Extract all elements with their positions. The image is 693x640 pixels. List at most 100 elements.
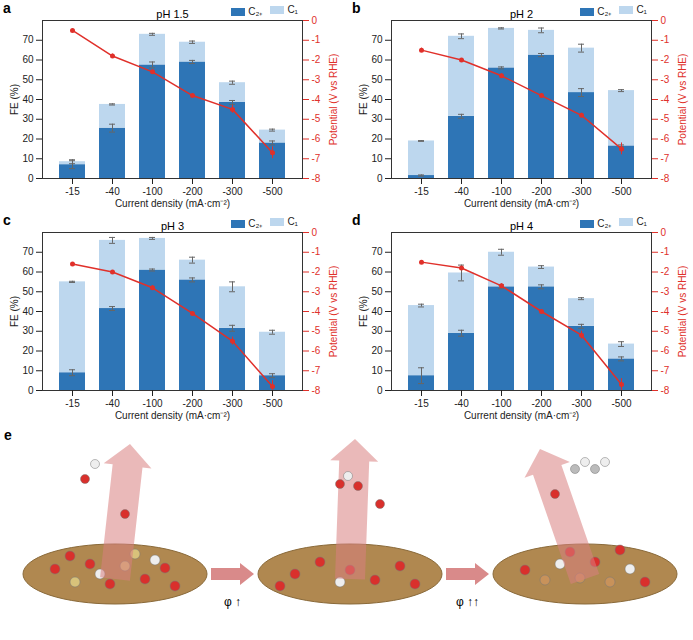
svg-text:-1: -1 (312, 34, 321, 45)
svg-text:0: 0 (377, 173, 383, 184)
svg-text:-6: -6 (312, 133, 321, 144)
svg-text:-200: -200 (182, 398, 202, 409)
svg-text:0: 0 (28, 173, 34, 184)
svg-text:-5: -5 (312, 325, 321, 336)
svg-text:70: 70 (371, 34, 383, 45)
svg-text:FE (%): FE (%) (358, 296, 369, 327)
svg-text:-4: -4 (312, 94, 321, 105)
svg-text:0: 0 (661, 227, 667, 238)
svg-text:pH 4: pH 4 (510, 220, 533, 232)
svg-text:Potential (V vs RHE): Potential (V vs RHE) (677, 266, 688, 358)
svg-text:40: 40 (371, 306, 383, 317)
svg-text:-2: -2 (661, 266, 670, 277)
svg-text:20: 20 (371, 133, 383, 144)
svg-text:30: 30 (22, 325, 34, 336)
svg-text:-1: -1 (661, 246, 670, 257)
svg-text:10: 10 (22, 365, 34, 376)
svg-text:Potential (V vs RHE): Potential (V vs RHE) (677, 54, 688, 146)
svg-text:-7: -7 (312, 153, 321, 164)
svg-text:-4: -4 (661, 306, 670, 317)
svg-text:0: 0 (312, 15, 318, 26)
svg-text:-3: -3 (312, 74, 321, 85)
svg-text:-200: -200 (531, 398, 551, 409)
svg-text:FE (%): FE (%) (9, 84, 20, 115)
svg-text:-15: -15 (414, 398, 429, 409)
svg-text:-2: -2 (312, 54, 321, 65)
svg-text:-2: -2 (661, 54, 670, 65)
svg-text:-7: -7 (661, 365, 670, 376)
svg-text:-40: -40 (105, 186, 120, 197)
svg-text:pH 3: pH 3 (161, 220, 184, 232)
svg-text:-8: -8 (661, 173, 670, 184)
svg-text:20: 20 (22, 133, 34, 144)
svg-text:-500: -500 (611, 398, 631, 409)
svg-text:-500: -500 (262, 186, 282, 197)
svg-text:10: 10 (371, 153, 383, 164)
svg-text:0: 0 (377, 385, 383, 396)
svg-text:Current density (mA·cm⁻²): Current density (mA·cm⁻²) (115, 198, 230, 209)
svg-text:-1: -1 (661, 34, 670, 45)
svg-text:-300: -300 (571, 398, 591, 409)
svg-text:-1: -1 (312, 246, 321, 257)
svg-text:70: 70 (371, 246, 383, 257)
svg-text:70: 70 (22, 34, 34, 45)
svg-text:60: 60 (22, 54, 34, 65)
svg-text:-3: -3 (661, 286, 670, 297)
svg-text:-8: -8 (312, 173, 321, 184)
svg-text:20: 20 (371, 345, 383, 356)
svg-text:0: 0 (28, 385, 34, 396)
svg-text:Current density (mA·cm⁻²): Current density (mA·cm⁻²) (464, 410, 579, 421)
svg-text:-300: -300 (222, 186, 242, 197)
svg-text:-40: -40 (454, 186, 469, 197)
svg-text:60: 60 (371, 54, 383, 65)
svg-text:40: 40 (22, 306, 34, 317)
svg-text:FE (%): FE (%) (358, 84, 369, 115)
svg-text:-100: -100 (491, 186, 511, 197)
svg-text:-300: -300 (571, 186, 591, 197)
svg-text:-40: -40 (454, 398, 469, 409)
svg-text:-4: -4 (312, 306, 321, 317)
svg-text:-6: -6 (312, 345, 321, 356)
svg-text:-15: -15 (65, 398, 80, 409)
svg-text:30: 30 (371, 325, 383, 336)
svg-text:Potential (V vs RHE): Potential (V vs RHE) (328, 266, 339, 358)
svg-text:-15: -15 (65, 186, 80, 197)
svg-text:-7: -7 (312, 365, 321, 376)
svg-text:-6: -6 (661, 133, 670, 144)
svg-text:30: 30 (371, 113, 383, 124)
svg-text:-15: -15 (414, 186, 429, 197)
svg-text:30: 30 (22, 113, 34, 124)
svg-text:-500: -500 (611, 186, 631, 197)
svg-text:-100: -100 (142, 186, 162, 197)
svg-text:50: 50 (371, 74, 383, 85)
svg-text:-5: -5 (312, 113, 321, 124)
svg-text:60: 60 (371, 266, 383, 277)
svg-text:-200: -200 (531, 186, 551, 197)
svg-text:φ ↑: φ ↑ (224, 595, 241, 609)
svg-text:60: 60 (22, 266, 34, 277)
svg-text:0: 0 (661, 15, 667, 26)
svg-text:pH 2: pH 2 (510, 8, 533, 20)
svg-text:-7: -7 (661, 153, 670, 164)
svg-text:-2: -2 (312, 266, 321, 277)
svg-text:-8: -8 (661, 385, 670, 396)
svg-text:50: 50 (22, 74, 34, 85)
svg-text:-100: -100 (142, 398, 162, 409)
svg-text:Potential (V vs RHE): Potential (V vs RHE) (328, 54, 339, 146)
svg-text:-3: -3 (312, 286, 321, 297)
svg-text:-5: -5 (661, 325, 670, 336)
svg-text:40: 40 (22, 94, 34, 105)
svg-text:Current density (mA·cm⁻²): Current density (mA·cm⁻²) (464, 198, 579, 209)
svg-text:e: e (4, 427, 12, 443)
svg-text:-8: -8 (312, 385, 321, 396)
svg-text:50: 50 (371, 286, 383, 297)
svg-text:-6: -6 (661, 345, 670, 356)
svg-text:10: 10 (22, 153, 34, 164)
svg-text:-5: -5 (661, 113, 670, 124)
svg-text:20: 20 (22, 345, 34, 356)
svg-text:FE (%): FE (%) (9, 296, 20, 327)
svg-text:70: 70 (22, 246, 34, 257)
svg-text:0: 0 (312, 227, 318, 238)
svg-text:-300: -300 (222, 398, 242, 409)
svg-text:-3: -3 (661, 74, 670, 85)
